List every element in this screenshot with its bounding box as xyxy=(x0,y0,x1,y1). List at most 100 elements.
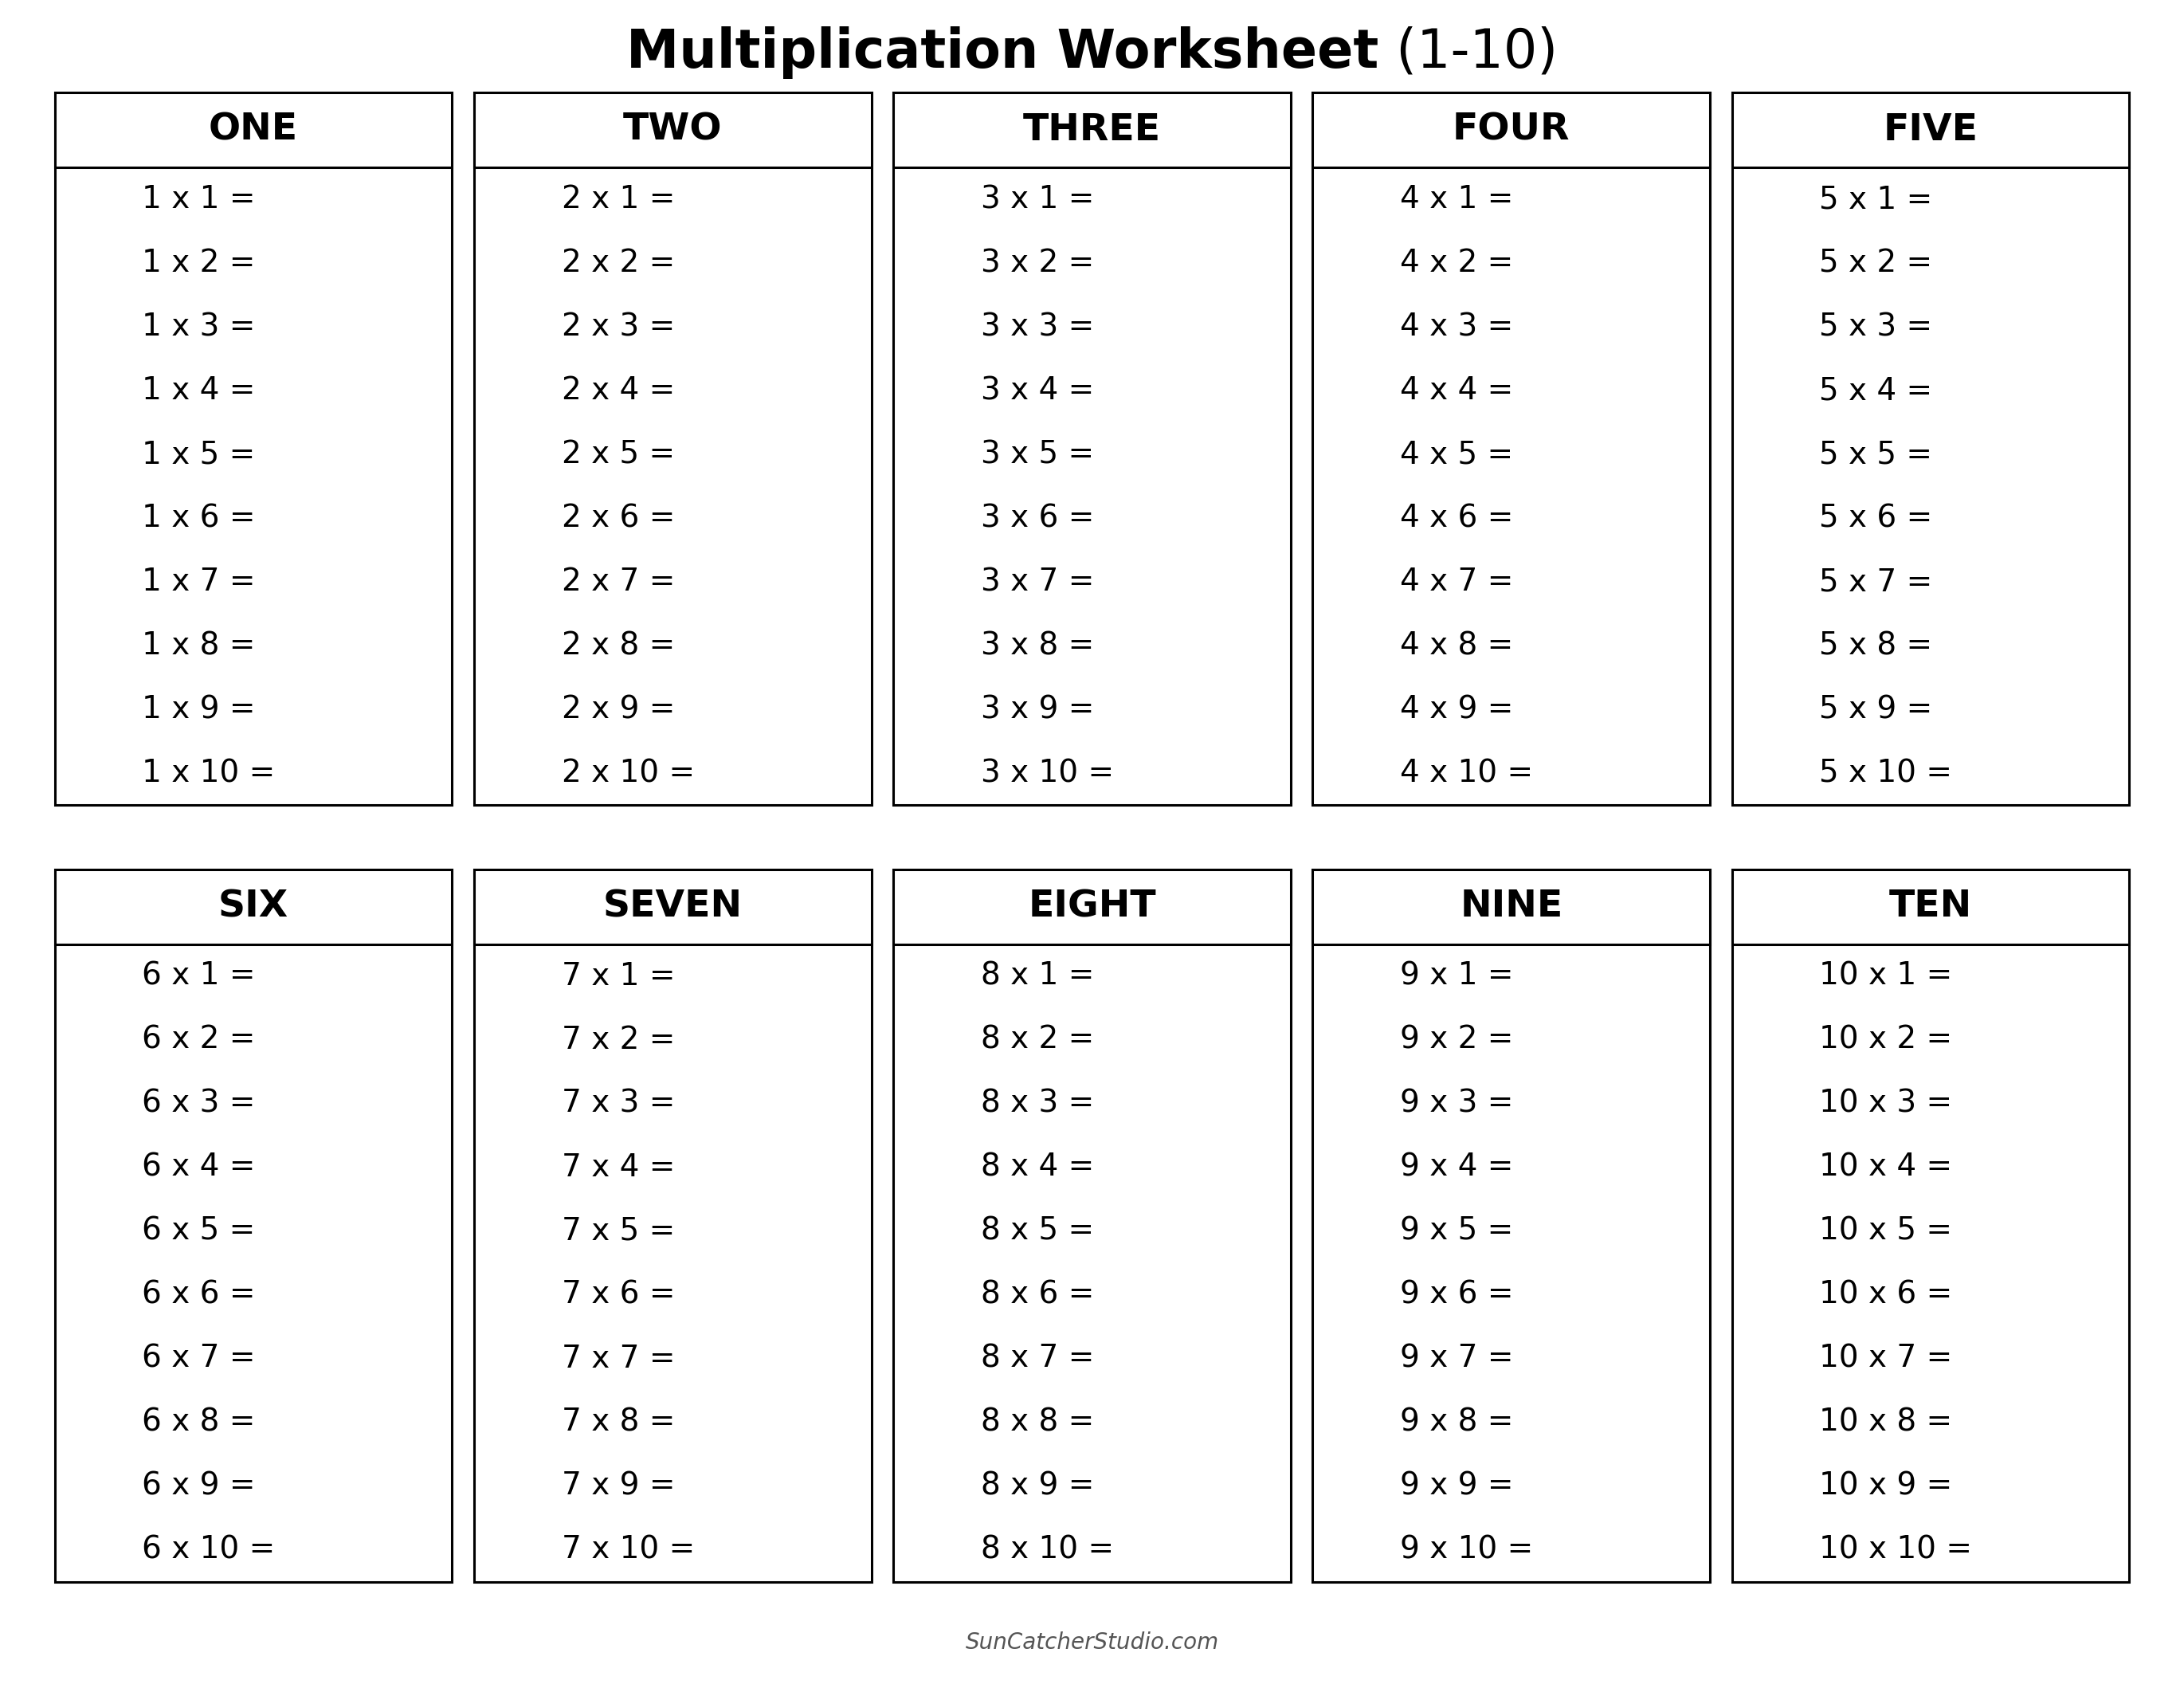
Bar xyxy=(1313,93,1710,167)
Text: 6 x 7 =: 6 x 7 = xyxy=(142,1344,256,1374)
Text: 4 x 3 =: 4 x 3 = xyxy=(1400,312,1514,343)
Bar xyxy=(1732,93,2129,805)
Bar xyxy=(893,869,1291,1582)
Text: FOUR: FOUR xyxy=(1452,113,1570,149)
Text: 8 x 7 =: 8 x 7 = xyxy=(981,1344,1094,1374)
Text: 10 x 8 =: 10 x 8 = xyxy=(1819,1408,1952,1438)
Text: Multiplication Worksheet: Multiplication Worksheet xyxy=(627,25,1378,79)
Text: 3 x 7 =: 3 x 7 = xyxy=(981,567,1094,598)
Text: 7 x 4 =: 7 x 4 = xyxy=(561,1153,675,1182)
Text: 2 x 3 =: 2 x 3 = xyxy=(561,312,675,343)
Text: 2 x 8 =: 2 x 8 = xyxy=(561,631,675,662)
Text: 6 x 10 =: 6 x 10 = xyxy=(142,1534,275,1565)
Text: 10 x 9 =: 10 x 9 = xyxy=(1819,1470,1952,1501)
Text: 5 x 5 =: 5 x 5 = xyxy=(1819,439,1933,469)
Bar xyxy=(474,869,871,944)
Text: 10 x 7 =: 10 x 7 = xyxy=(1819,1344,1952,1374)
Text: TEN: TEN xyxy=(1889,890,1972,925)
Bar xyxy=(893,93,1291,805)
Text: 2 x 4 =: 2 x 4 = xyxy=(561,376,675,405)
Text: 9 x 4 =: 9 x 4 = xyxy=(1400,1153,1514,1182)
Text: 1 x 2 =: 1 x 2 = xyxy=(142,248,256,279)
Text: EIGHT: EIGHT xyxy=(1029,890,1155,925)
Text: 1 x 10 =: 1 x 10 = xyxy=(142,758,275,788)
Bar xyxy=(55,869,452,1582)
Text: 10 x 6 =: 10 x 6 = xyxy=(1819,1280,1952,1310)
Text: 3 x 4 =: 3 x 4 = xyxy=(981,376,1094,405)
Bar xyxy=(1313,93,1710,805)
Text: 5 x 2 =: 5 x 2 = xyxy=(1819,248,1933,279)
Bar xyxy=(1732,869,2129,944)
Text: 10 x 5 =: 10 x 5 = xyxy=(1819,1215,1952,1246)
Text: 8 x 8 =: 8 x 8 = xyxy=(981,1408,1094,1438)
Bar xyxy=(1313,869,1710,1582)
Text: 1 x 8 =: 1 x 8 = xyxy=(142,631,256,662)
Bar xyxy=(893,93,1291,167)
Text: 3 x 1 =: 3 x 1 = xyxy=(981,184,1094,214)
Text: 5 x 6 =: 5 x 6 = xyxy=(1819,503,1933,533)
Text: 9 x 10 =: 9 x 10 = xyxy=(1400,1534,1533,1565)
Text: 6 x 8 =: 6 x 8 = xyxy=(142,1408,256,1438)
Text: 5 x 1 =: 5 x 1 = xyxy=(1819,184,1933,214)
Text: 8 x 5 =: 8 x 5 = xyxy=(981,1215,1094,1246)
Text: 2 x 1 =: 2 x 1 = xyxy=(561,184,675,214)
Text: 5 x 4 =: 5 x 4 = xyxy=(1819,376,1933,405)
Bar xyxy=(55,93,452,805)
Text: THREE: THREE xyxy=(1022,113,1162,149)
Bar xyxy=(474,869,871,1582)
Bar xyxy=(55,869,452,944)
Text: 2 x 6 =: 2 x 6 = xyxy=(561,503,675,533)
Text: 6 x 2 =: 6 x 2 = xyxy=(142,1025,256,1055)
Text: SEVEN: SEVEN xyxy=(603,890,743,925)
Text: 6 x 3 =: 6 x 3 = xyxy=(142,1089,256,1119)
Text: 5 x 8 =: 5 x 8 = xyxy=(1819,631,1933,662)
Text: 2 x 9 =: 2 x 9 = xyxy=(561,694,675,724)
Bar xyxy=(1732,869,2129,1582)
Text: 10 x 1 =: 10 x 1 = xyxy=(1819,960,1952,991)
Text: 9 x 1 =: 9 x 1 = xyxy=(1400,960,1514,991)
Text: 3 x 5 =: 3 x 5 = xyxy=(981,439,1094,469)
Text: 5 x 3 =: 5 x 3 = xyxy=(1819,312,1933,343)
Text: 5 x 10 =: 5 x 10 = xyxy=(1819,758,1952,788)
Text: 1 x 4 =: 1 x 4 = xyxy=(142,376,256,405)
Text: 9 x 8 =: 9 x 8 = xyxy=(1400,1408,1514,1438)
Text: 6 x 5 =: 6 x 5 = xyxy=(142,1215,256,1246)
Text: FIVE: FIVE xyxy=(1883,113,1979,149)
Text: 9 x 3 =: 9 x 3 = xyxy=(1400,1089,1514,1119)
Text: 1 x 3 =: 1 x 3 = xyxy=(142,312,256,343)
Text: 2 x 2 =: 2 x 2 = xyxy=(561,248,675,279)
Text: SunCatcherStudio.com: SunCatcherStudio.com xyxy=(965,1631,1219,1654)
Text: TWO: TWO xyxy=(622,113,723,149)
Text: 7 x 6 =: 7 x 6 = xyxy=(561,1280,675,1310)
Bar xyxy=(474,93,871,805)
Text: 8 x 10 =: 8 x 10 = xyxy=(981,1534,1114,1565)
Text: 4 x 5 =: 4 x 5 = xyxy=(1400,439,1514,469)
Text: 9 x 7 =: 9 x 7 = xyxy=(1400,1344,1514,1374)
Text: 2 x 5 =: 2 x 5 = xyxy=(561,439,675,469)
Text: 9 x 2 =: 9 x 2 = xyxy=(1400,1025,1514,1055)
Text: 10 x 3 =: 10 x 3 = xyxy=(1819,1089,1952,1119)
Text: 4 x 7 =: 4 x 7 = xyxy=(1400,567,1514,598)
Text: 9 x 6 =: 9 x 6 = xyxy=(1400,1280,1514,1310)
Text: 7 x 9 =: 7 x 9 = xyxy=(561,1470,675,1501)
Text: 4 x 6 =: 4 x 6 = xyxy=(1400,503,1514,533)
Text: 8 x 4 =: 8 x 4 = xyxy=(981,1153,1094,1182)
Text: 9 x 5 =: 9 x 5 = xyxy=(1400,1215,1514,1246)
Text: 1 x 1 =: 1 x 1 = xyxy=(142,184,256,214)
Text: 3 x 10 =: 3 x 10 = xyxy=(981,758,1114,788)
Text: 6 x 4 =: 6 x 4 = xyxy=(142,1153,256,1182)
Text: 8 x 2 =: 8 x 2 = xyxy=(981,1025,1094,1055)
Text: 7 x 8 =: 7 x 8 = xyxy=(561,1408,675,1438)
Text: 6 x 6 =: 6 x 6 = xyxy=(142,1280,256,1310)
Text: 9 x 9 =: 9 x 9 = xyxy=(1400,1470,1514,1501)
Text: 4 x 2 =: 4 x 2 = xyxy=(1400,248,1514,279)
Text: 4 x 4 =: 4 x 4 = xyxy=(1400,376,1514,405)
Text: 1 x 9 =: 1 x 9 = xyxy=(142,694,256,724)
Text: NINE: NINE xyxy=(1459,890,1564,925)
Text: 2 x 7 =: 2 x 7 = xyxy=(561,567,675,598)
Text: 7 x 7 =: 7 x 7 = xyxy=(561,1344,675,1374)
Text: 1 x 5 =: 1 x 5 = xyxy=(142,439,256,469)
Text: 8 x 3 =: 8 x 3 = xyxy=(981,1089,1094,1119)
Text: 7 x 10 =: 7 x 10 = xyxy=(561,1534,695,1565)
Bar xyxy=(893,869,1291,944)
